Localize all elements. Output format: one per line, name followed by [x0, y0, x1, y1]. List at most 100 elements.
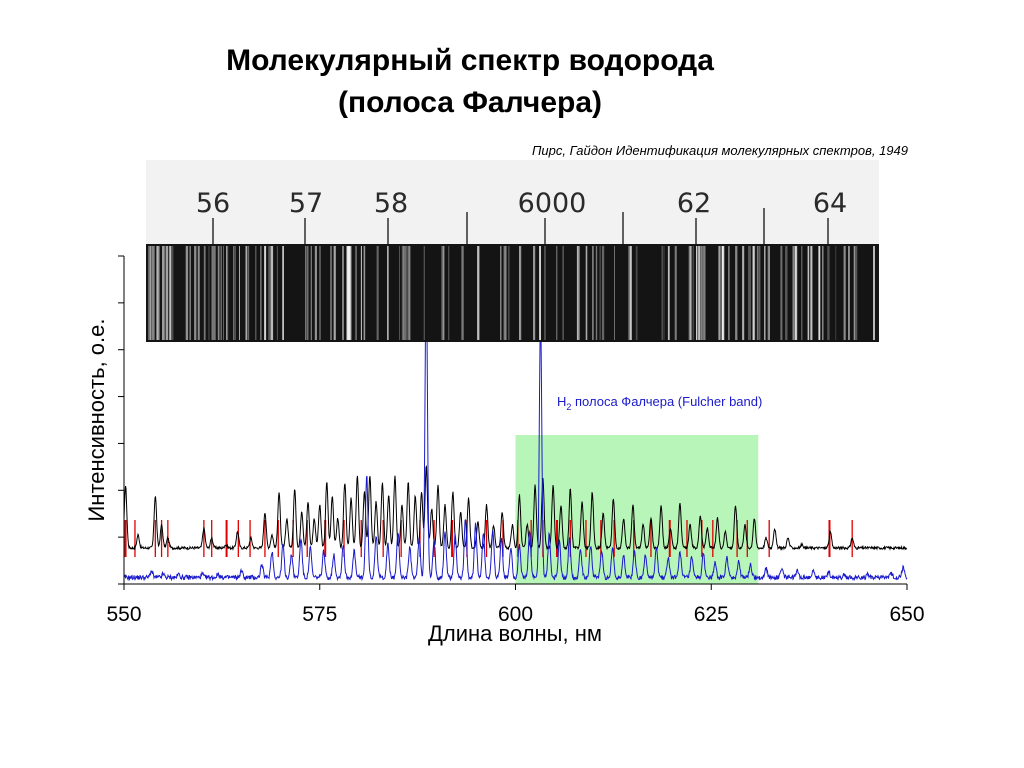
plate-line	[239, 246, 240, 340]
plate-line	[363, 246, 366, 340]
plate-line	[194, 246, 197, 340]
plate-line	[310, 246, 312, 340]
plate-line	[853, 246, 855, 340]
x-tick-label: 650	[889, 603, 924, 626]
plate-line	[595, 246, 598, 340]
plate-line	[807, 246, 809, 340]
chart-title: Молекулярный спектр водорода	[226, 44, 714, 77]
plate-line	[197, 246, 200, 340]
plate-line	[442, 246, 445, 340]
plate-line	[576, 246, 579, 340]
plate-line	[203, 246, 206, 340]
plate-line	[185, 246, 189, 340]
plate-label: 6000	[518, 188, 587, 219]
plate-line	[376, 246, 379, 340]
plate-line	[735, 246, 738, 340]
plate-line	[269, 246, 271, 340]
plate-line	[149, 246, 152, 340]
plate-line	[809, 246, 812, 340]
plate-line	[533, 246, 536, 340]
plate-line	[661, 246, 663, 340]
plate-line	[508, 246, 510, 340]
x-tick-label: 625	[694, 603, 729, 626]
plate-line	[270, 246, 272, 340]
plate-line	[629, 246, 632, 340]
plate-line	[361, 246, 362, 340]
plate-line	[756, 246, 759, 340]
plate-line	[268, 246, 269, 340]
plate-line	[223, 246, 224, 340]
plate-line	[764, 246, 766, 340]
plate-line	[461, 246, 464, 340]
plate-line	[162, 246, 164, 340]
plate-line	[562, 246, 564, 340]
plate-line	[855, 246, 858, 340]
plate-line	[702, 246, 705, 340]
plate-spectral-lines	[148, 246, 875, 340]
plate-line	[356, 246, 357, 340]
plate-line	[663, 246, 665, 340]
x-axis-label: Длина волны, нм	[428, 621, 602, 646]
plate-line	[818, 246, 821, 340]
x-axis-ticks: 550 575 600 625 650	[106, 584, 925, 626]
band-annotation: H2 полоса Фалчера (Fulcher band)	[557, 394, 762, 412]
plate-line	[792, 246, 795, 340]
plate-line	[873, 246, 875, 340]
plate-line	[148, 246, 149, 340]
plate-line	[306, 246, 309, 340]
plate-line	[801, 246, 803, 340]
plate-line	[794, 246, 797, 340]
plate-line	[401, 246, 404, 340]
plate-line	[158, 246, 160, 340]
plate-line	[688, 246, 691, 340]
plate-line	[441, 246, 442, 340]
plate-line	[217, 246, 220, 340]
plate-line	[811, 246, 813, 340]
plate-line	[399, 246, 400, 340]
series-black-trace	[123, 465, 908, 552]
plate-line	[592, 246, 594, 340]
plate-line	[264, 246, 267, 340]
plate-line	[692, 246, 694, 340]
plate-line	[404, 246, 407, 340]
plate-line	[354, 246, 357, 340]
plate-line	[544, 246, 546, 340]
plate-label: 56	[196, 188, 230, 219]
plate-line	[718, 246, 721, 340]
plate-line	[260, 246, 262, 340]
band-annotation-subscript: 2	[566, 402, 571, 412]
plate-line	[601, 246, 605, 340]
plate-line	[305, 246, 307, 340]
plate-line	[585, 246, 588, 340]
plate-line	[189, 246, 191, 340]
plate-line	[505, 246, 507, 340]
plate-line	[785, 246, 788, 340]
plate-line	[171, 246, 174, 340]
plate-label: 64	[813, 188, 847, 219]
plate-line	[635, 246, 638, 340]
plate-line	[822, 246, 824, 340]
plate-line	[282, 246, 284, 340]
plate-line	[759, 246, 761, 340]
plate-line	[477, 246, 480, 340]
plate-line	[689, 246, 692, 340]
plate-line	[848, 246, 850, 340]
plate-line	[314, 246, 317, 340]
plate-line	[767, 246, 770, 340]
series-blue-trace	[123, 279, 908, 582]
plate-line	[794, 246, 796, 340]
plate-line	[614, 246, 615, 340]
plate-line	[500, 246, 502, 340]
plate-line	[319, 246, 321, 340]
plate-line	[843, 246, 846, 340]
plate-line	[835, 246, 837, 340]
plate-line	[780, 246, 783, 340]
plate-line	[271, 246, 274, 340]
plate-line	[674, 246, 677, 340]
plate-line	[213, 246, 216, 340]
plate-line	[748, 246, 750, 340]
plate-line	[333, 246, 335, 340]
plate-line	[165, 246, 169, 340]
plate-line	[742, 246, 745, 340]
plate-line	[342, 246, 344, 340]
